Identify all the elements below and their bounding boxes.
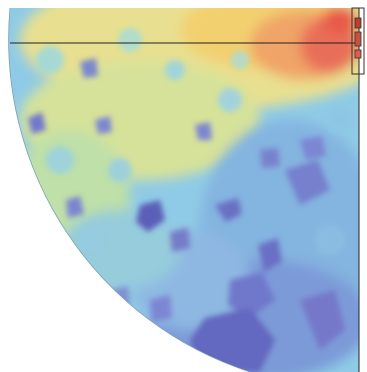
- detail-frame: [351, 7, 365, 75]
- low-value-patches: [28, 58, 345, 372]
- disk-edge: [8, 7, 251, 372]
- mid-value-flecks: [36, 28, 354, 256]
- warm-band: [10, 8, 360, 270]
